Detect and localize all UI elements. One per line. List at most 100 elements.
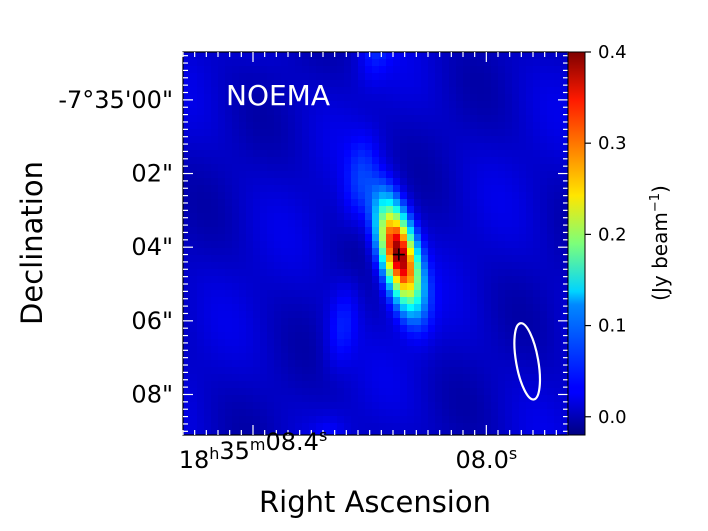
heatmap-cell [456,213,464,221]
heatmap-cell [463,136,471,144]
heatmap-cell [232,290,240,298]
heatmap-cell [484,325,492,333]
heatmap-cell [330,276,338,284]
heatmap-cell [442,318,450,326]
heatmap-cell [232,178,240,186]
heatmap-cell [519,164,527,172]
heatmap-cell [197,283,205,291]
heatmap-cell [540,227,548,235]
heatmap-cell [295,255,303,263]
heatmap-cell [533,304,541,312]
heatmap-cell [379,164,387,172]
heatmap-cell [379,332,387,340]
heatmap-cell [358,206,366,214]
heatmap-cell [302,199,310,207]
heatmap-cell [288,143,296,151]
heatmap-cell [407,409,415,417]
heatmap-cell [330,108,338,116]
heatmap-cell [477,213,485,221]
heatmap-cell [316,423,324,431]
heatmap-cell [330,346,338,354]
heatmap-cell [491,157,499,165]
heatmap-cell [470,185,478,193]
heatmap-cell [393,150,401,158]
heatmap-cell [253,73,261,81]
heatmap-cell [561,178,568,186]
heatmap-cell [449,227,457,235]
heatmap-cell [365,318,373,326]
heatmap-cell [498,115,506,123]
heatmap-cell [274,59,282,67]
heatmap-cell [400,157,408,165]
heatmap-cell [379,87,387,95]
heatmap-cell [365,325,373,333]
heatmap-cell [358,276,366,284]
heatmap-cell [225,409,233,417]
heatmap-cell [218,164,226,172]
heatmap-cell [393,255,401,263]
heatmap-cell [414,122,422,130]
heatmap-cell [232,241,240,249]
heatmap-cell [309,87,317,95]
heatmap-cell [512,87,520,95]
source-marker [392,248,405,261]
heatmap-cell [274,269,282,277]
heatmap-cell [330,269,338,277]
heatmap-cell [246,276,254,284]
heatmap-cell [225,416,233,424]
heatmap-cell [372,304,380,312]
heatmap-cell [484,157,492,165]
heatmap-cell [435,150,443,158]
heatmap-cell [526,269,534,277]
heatmap-cell [344,185,352,193]
heatmap-cell [379,297,387,305]
heatmap-cell [498,206,506,214]
heatmap-cell [442,122,450,130]
heatmap-cell [337,269,345,277]
heatmap-cell [246,423,254,431]
heatmap-cell [190,297,198,305]
heatmap-cell [484,185,492,193]
heatmap-cell [246,206,254,214]
heatmap-cell [498,430,506,435]
heatmap-cell [316,80,324,88]
heatmap-cell [477,339,485,347]
heatmap-cell [316,332,324,340]
heatmap-cell [477,367,485,375]
heatmap-cell [540,220,548,228]
heatmap-cell [372,325,380,333]
heatmap-cell [204,164,212,172]
heatmap-cell [330,430,338,435]
heatmap-cell [316,199,324,207]
heatmap-cell [365,101,373,109]
heatmap-cell [239,395,247,403]
heatmap-cell [463,150,471,158]
heatmap-cell [302,346,310,354]
heatmap-cell [554,346,562,354]
heatmap-cell [442,220,450,228]
heatmap-cell [435,423,443,431]
heatmap-cell [505,276,513,284]
heatmap-cell [337,59,345,67]
heatmap-cell [218,395,226,403]
heatmap-cell [372,332,380,340]
heatmap-cell [449,164,457,172]
heatmap-cell [316,248,324,256]
heatmap-cell [463,87,471,95]
heatmap-cell [204,283,212,291]
heatmap-cell [505,395,513,403]
heatmap-cell [239,423,247,431]
heatmap-cell [330,241,338,249]
heatmap-cell [400,206,408,214]
heatmap-cell [204,94,212,102]
heatmap-cell [477,80,485,88]
heatmap-cell [309,129,317,137]
heatmap-cell [337,178,345,186]
heatmap-cell [456,150,464,158]
heatmap-cell [197,367,205,375]
heatmap-cell [533,367,541,375]
heatmap-cell [547,206,555,214]
heatmap-cell [526,129,534,137]
heatmap-cell [449,87,457,95]
heatmap-cell [393,143,401,151]
